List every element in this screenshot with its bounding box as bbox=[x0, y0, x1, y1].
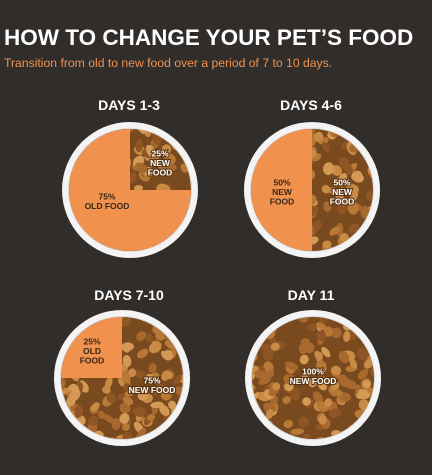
step-label-days-7-10: DAYS 7-10 bbox=[94, 287, 164, 303]
old-food-region bbox=[69, 129, 191, 251]
step-label-day-11: DAY 11 bbox=[287, 287, 335, 303]
new-food-label: NEW FOOD bbox=[129, 385, 176, 395]
step-label-days-4-6: DAYS 4-6 bbox=[280, 97, 342, 113]
new-food-label: 50% bbox=[333, 178, 350, 188]
new-food-label: FOOD bbox=[330, 197, 355, 207]
new-food-label: 75% bbox=[143, 375, 160, 385]
bowl-day-11: 100%NEW FOOD bbox=[245, 310, 381, 446]
old-food-label: OLD bbox=[83, 346, 101, 356]
old-food-label: OLD FOOD bbox=[85, 201, 130, 211]
old-food-label: 25% bbox=[83, 337, 100, 347]
old-food-label: FOOD bbox=[270, 197, 295, 207]
new-food-label: FOOD bbox=[148, 168, 173, 178]
page-title: HOW TO CHANGE YOUR PET’S FOOD bbox=[4, 25, 414, 50]
old-food-label: FOOD bbox=[80, 356, 105, 366]
new-food-label: 25% bbox=[151, 149, 168, 159]
page-subtitle: Transition from old to new food over a p… bbox=[4, 56, 333, 70]
old-food-label: 50% bbox=[273, 178, 290, 188]
new-food-label: NEW FOOD bbox=[290, 376, 337, 386]
step-label-days-1-3: DAYS 1-3 bbox=[98, 97, 160, 113]
old-food-label: NEW bbox=[272, 187, 293, 197]
new-food-label: NEW bbox=[150, 158, 171, 168]
new-food-label: NEW bbox=[332, 187, 353, 197]
new-food-label: 100% bbox=[302, 366, 324, 376]
old-food-label: 75% bbox=[98, 191, 115, 201]
